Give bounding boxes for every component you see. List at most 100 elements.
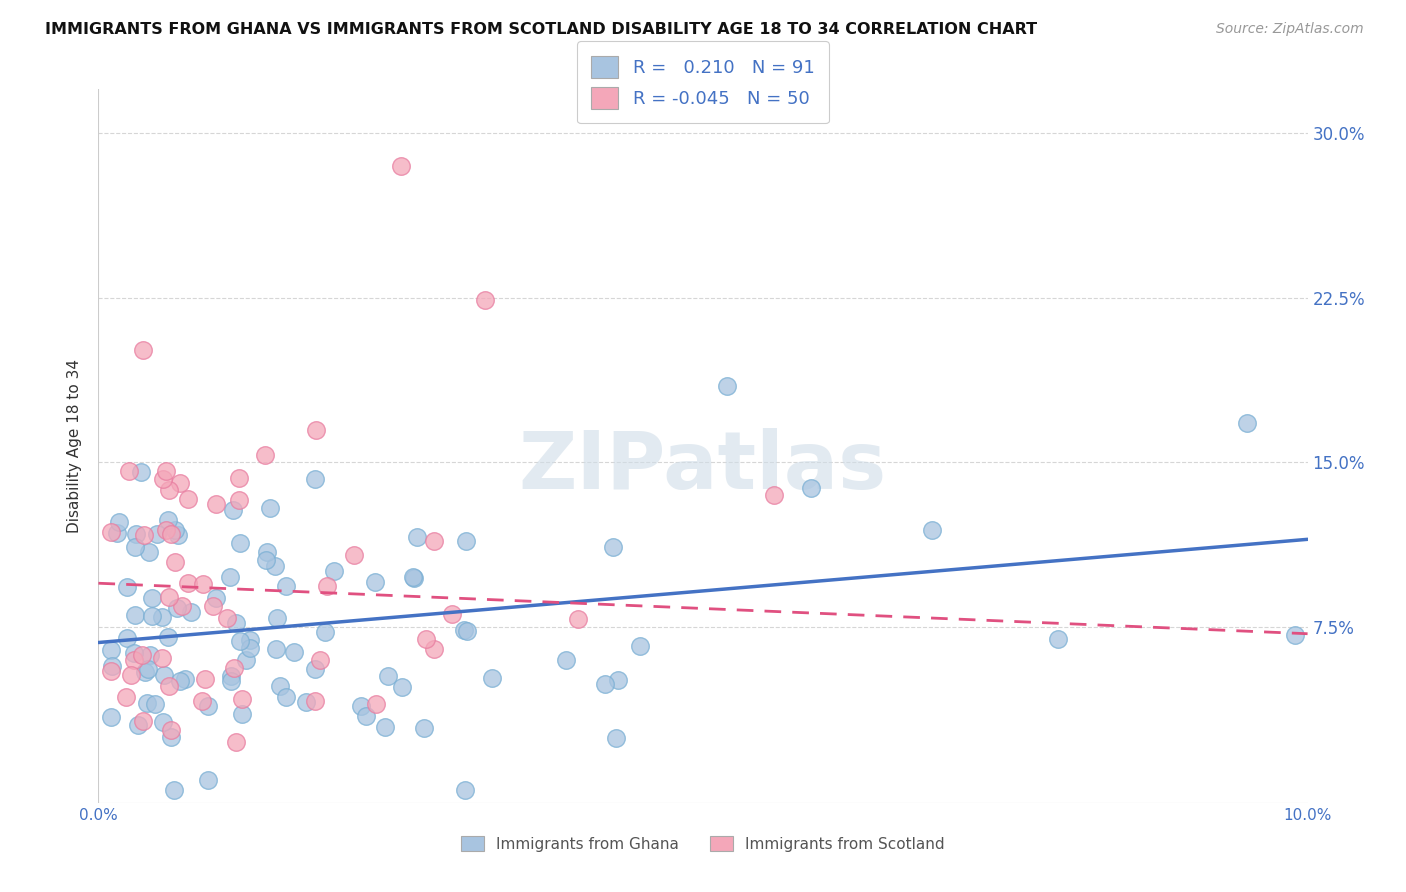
Point xyxy=(156,630,179,644)
Point xyxy=(100,665,122,679)
Point xyxy=(800,481,823,495)
Point xyxy=(134,665,156,680)
Point xyxy=(194,672,217,686)
Point xyxy=(1236,416,1258,430)
Point xyxy=(219,669,242,683)
Point xyxy=(402,570,425,584)
Point xyxy=(100,524,122,539)
Point xyxy=(716,378,738,392)
Point xyxy=(567,612,589,626)
Point xyxy=(235,653,257,667)
Point xyxy=(316,579,339,593)
Point xyxy=(115,690,138,705)
Point xyxy=(354,709,377,723)
Point xyxy=(167,527,190,541)
Point xyxy=(304,472,326,486)
Point xyxy=(166,601,188,615)
Text: ZIPatlas: ZIPatlas xyxy=(519,428,887,507)
Point xyxy=(274,690,297,705)
Point xyxy=(132,714,155,728)
Y-axis label: Disability Age 18 to 34: Disability Age 18 to 34 xyxy=(67,359,83,533)
Point xyxy=(132,527,155,541)
Point xyxy=(174,672,197,686)
Point xyxy=(125,526,148,541)
Point xyxy=(118,464,141,478)
Point xyxy=(115,580,138,594)
Point xyxy=(157,680,180,694)
Point xyxy=(283,645,305,659)
Point xyxy=(155,465,177,479)
Point xyxy=(457,624,479,638)
Point xyxy=(453,624,475,638)
Point xyxy=(413,721,436,735)
Point xyxy=(205,591,228,605)
Point xyxy=(304,662,326,676)
Point xyxy=(593,677,616,691)
Point xyxy=(231,691,253,706)
Point xyxy=(422,533,444,548)
Point xyxy=(135,696,157,710)
Point xyxy=(239,641,262,656)
Point xyxy=(100,643,122,657)
Point xyxy=(159,730,181,744)
Point xyxy=(157,513,180,527)
Point xyxy=(124,540,146,554)
Point xyxy=(172,599,194,613)
Text: IMMIGRANTS FROM GHANA VS IMMIGRANTS FROM SCOTLAND DISABILITY AGE 18 TO 34 CORREL: IMMIGRANTS FROM GHANA VS IMMIGRANTS FROM… xyxy=(45,22,1038,37)
Point xyxy=(423,642,446,657)
Point xyxy=(193,577,215,591)
Point xyxy=(366,698,388,712)
Point xyxy=(177,575,200,590)
Point xyxy=(322,564,344,578)
Point xyxy=(141,609,163,624)
Point xyxy=(254,553,277,567)
Point xyxy=(456,533,478,548)
Point xyxy=(239,632,262,647)
Point xyxy=(141,591,163,605)
Point xyxy=(222,503,245,517)
Point xyxy=(405,529,427,543)
Point xyxy=(602,540,624,554)
Point xyxy=(169,476,191,491)
Point xyxy=(266,610,288,624)
Point xyxy=(132,343,155,358)
Point xyxy=(139,648,162,662)
Point xyxy=(350,699,373,714)
Point xyxy=(143,698,166,712)
Legend: Immigrants from Ghana, Immigrants from Scotland: Immigrants from Ghana, Immigrants from S… xyxy=(454,828,952,859)
Point xyxy=(415,632,437,647)
Point xyxy=(202,599,225,613)
Point xyxy=(108,515,131,529)
Point xyxy=(105,525,128,540)
Point xyxy=(157,590,180,604)
Point xyxy=(229,634,252,648)
Point xyxy=(225,735,247,749)
Point xyxy=(231,706,253,721)
Point xyxy=(253,448,276,462)
Point xyxy=(163,782,186,797)
Point xyxy=(180,605,202,619)
Point xyxy=(605,731,627,746)
Point xyxy=(138,545,160,559)
Point xyxy=(197,772,219,787)
Point xyxy=(269,679,291,693)
Point xyxy=(150,610,173,624)
Point xyxy=(474,293,496,307)
Point xyxy=(921,524,943,538)
Point xyxy=(129,466,152,480)
Point xyxy=(1284,627,1306,641)
Point xyxy=(607,673,630,687)
Point xyxy=(160,723,183,737)
Point xyxy=(256,544,278,558)
Point xyxy=(374,721,396,735)
Point xyxy=(120,667,142,681)
Point xyxy=(441,607,464,622)
Point xyxy=(389,159,412,173)
Point xyxy=(391,680,413,694)
Point xyxy=(122,646,145,660)
Point xyxy=(481,671,503,685)
Point xyxy=(217,611,239,625)
Point xyxy=(124,608,146,623)
Point xyxy=(218,569,240,583)
Point xyxy=(309,653,332,667)
